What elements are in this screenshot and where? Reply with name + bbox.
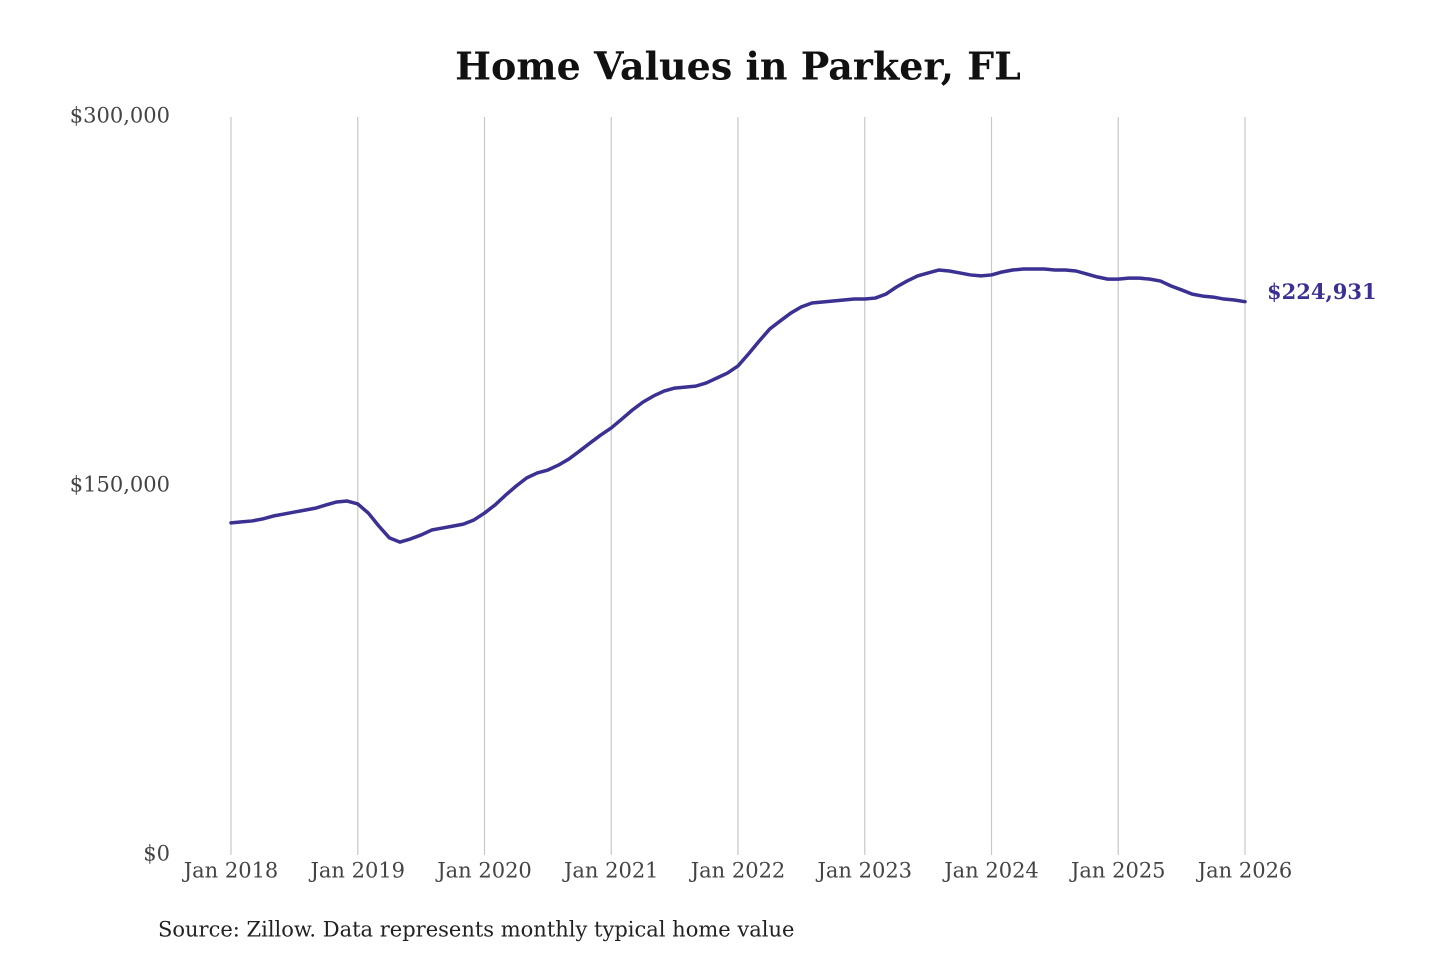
x-tick-label: Jan 2022	[689, 859, 786, 883]
line-series	[229, 267, 1247, 544]
y-tick-label: $150,000	[70, 473, 170, 497]
x-tick-label: Jan 2025	[1069, 859, 1166, 883]
chart-title: Home Values in Parker, FL	[455, 44, 1021, 89]
value-label: $224,931	[1267, 279, 1377, 304]
x-tick-label: Jan 2023	[815, 859, 912, 883]
x-tick-label: Jan 2018	[182, 859, 279, 883]
x-tick-label: Jan 2021	[562, 859, 659, 883]
y-tick-label: $300,000	[70, 104, 170, 128]
x-tick-label: Jan 2026	[1196, 859, 1293, 883]
source-note: Source: Zillow. Data represents monthly …	[158, 918, 794, 942]
x-tick-label: Jan 2019	[308, 859, 405, 883]
x-tick-label: Jan 2024	[942, 859, 1039, 883]
x-tick-label: Jan 2020	[435, 859, 532, 883]
y-tick-label: $0	[143, 842, 170, 866]
